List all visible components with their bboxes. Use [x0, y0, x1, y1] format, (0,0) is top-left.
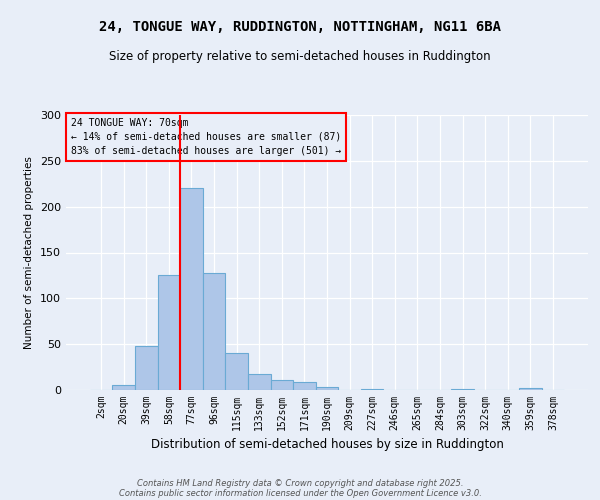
- Bar: [180, 188, 203, 390]
- Bar: [226, 354, 248, 390]
- Y-axis label: Number of semi-detached properties: Number of semi-detached properties: [25, 156, 34, 349]
- Bar: [361, 389, 383, 390]
- X-axis label: Distribution of semi-detached houses by size in Ruddington: Distribution of semi-detached houses by …: [151, 438, 503, 452]
- Bar: [293, 382, 316, 390]
- Bar: [519, 388, 542, 390]
- Text: Contains HM Land Registry data © Crown copyright and database right 2025.: Contains HM Land Registry data © Crown c…: [137, 478, 463, 488]
- Bar: [158, 274, 180, 390]
- Bar: [135, 346, 158, 390]
- Bar: [451, 389, 474, 390]
- Text: Contains public sector information licensed under the Open Government Licence v3: Contains public sector information licen…: [119, 488, 481, 498]
- Text: 24 TONGUE WAY: 70sqm
← 14% of semi-detached houses are smaller (87)
83% of semi-: 24 TONGUE WAY: 70sqm ← 14% of semi-detac…: [71, 118, 341, 156]
- Text: 24, TONGUE WAY, RUDDINGTON, NOTTINGHAM, NG11 6BA: 24, TONGUE WAY, RUDDINGTON, NOTTINGHAM, …: [99, 20, 501, 34]
- Bar: [316, 387, 338, 390]
- Bar: [112, 386, 135, 390]
- Bar: [248, 374, 271, 390]
- Text: Size of property relative to semi-detached houses in Ruddington: Size of property relative to semi-detach…: [109, 50, 491, 63]
- Bar: [271, 380, 293, 390]
- Bar: [203, 272, 226, 390]
